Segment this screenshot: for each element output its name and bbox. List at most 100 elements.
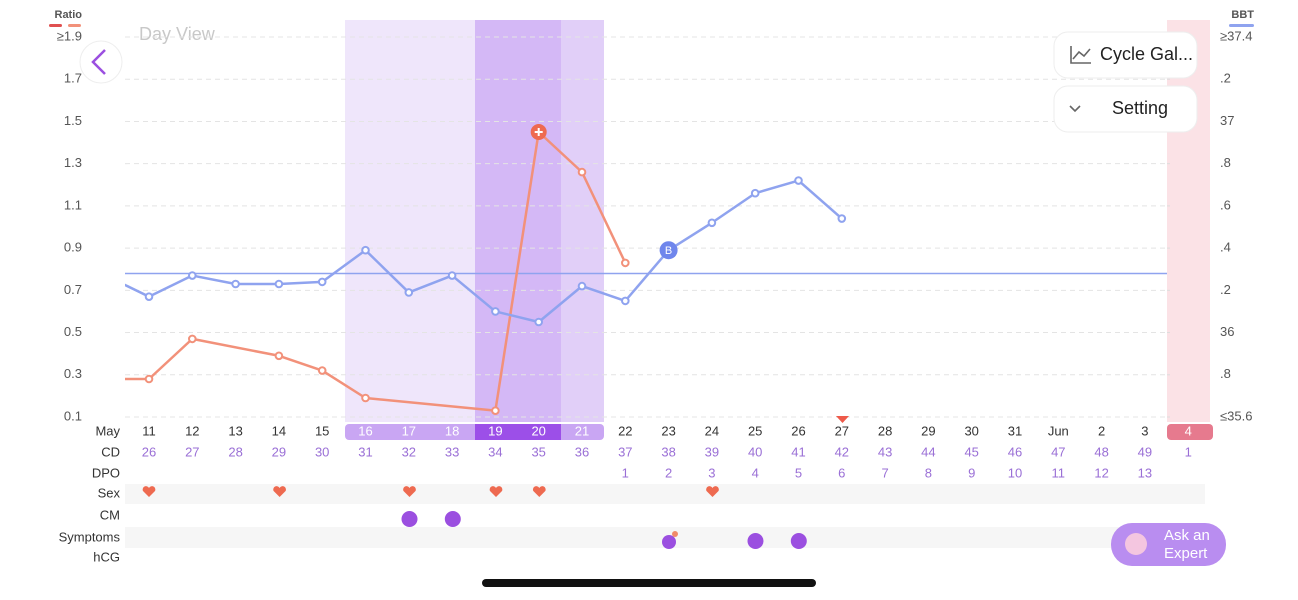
dpo-label: 7 [881, 465, 888, 480]
cd-label: 47 [1051, 444, 1065, 459]
series-segment [278, 354, 323, 372]
series-segment [408, 274, 453, 294]
point [621, 258, 630, 268]
cd-label: 43 [878, 444, 892, 459]
point [144, 374, 154, 384]
y2-tick-label: .2 [1220, 71, 1231, 86]
setting-button[interactable]: Setting [1053, 85, 1198, 133]
cycle-label: Cycle Gal... [1100, 44, 1193, 64]
cycle-button[interactable]: Cycle Gal... [1053, 31, 1198, 79]
x-tick-label: Jun [1048, 423, 1069, 438]
expert-label: Ask an [1164, 527, 1210, 544]
series-segment [580, 171, 627, 264]
series-segment [125, 283, 150, 298]
x-tick-label: 18 [445, 423, 459, 438]
series-segment [624, 249, 670, 302]
peak-plus [534, 128, 543, 136]
point [361, 245, 370, 255]
point [231, 279, 240, 289]
row-band [125, 484, 1205, 504]
series-segment [495, 310, 539, 324]
cd-label: 30 [315, 444, 329, 459]
cd-label: 29 [272, 444, 286, 459]
y-tick-label: 0.9 [64, 240, 82, 255]
x-tick-label: 19 [488, 423, 502, 438]
x-tick-label: 30 [964, 423, 978, 438]
today-marker [836, 416, 849, 423]
back-button[interactable] [79, 40, 123, 84]
cd-label: 28 [228, 444, 242, 459]
series-segment [321, 249, 367, 283]
series-segment [364, 249, 410, 294]
dpo-label: 12 [1094, 465, 1108, 480]
x-tick-label: 23 [661, 423, 675, 438]
x-tick-label: 26 [791, 423, 805, 438]
y2-tick-label: .8 [1220, 366, 1231, 381]
cd-label: 40 [748, 444, 762, 459]
series-segment [711, 192, 756, 224]
row-label: CM [100, 507, 120, 522]
cd-label: 38 [661, 444, 675, 459]
x-tick-label: 4 [1185, 423, 1192, 438]
cm-icons [401, 511, 461, 527]
x-tick-label: 3 [1141, 423, 1148, 438]
dpo-label: 9 [968, 465, 975, 480]
bbt-marker-label: B [665, 245, 672, 257]
point [794, 176, 803, 185]
point [491, 307, 500, 316]
legend-swatch [1229, 24, 1254, 27]
dpo-label: 13 [1138, 465, 1152, 480]
x-tick-label: 25 [748, 423, 762, 438]
cd-label: 34 [488, 444, 502, 459]
point [750, 188, 760, 198]
dpo-label: 8 [925, 465, 932, 480]
x-tick-label: 17 [402, 423, 416, 438]
point [534, 317, 544, 327]
point [447, 271, 457, 280]
dpo-label: 6 [838, 465, 845, 480]
ovulation-pill [475, 424, 561, 440]
cd-label: 49 [1138, 444, 1152, 459]
row-label: Symptoms [59, 529, 121, 544]
y2-tick-label: .6 [1220, 197, 1231, 212]
cd-label: 33 [445, 444, 459, 459]
point [274, 279, 284, 289]
series-segment [321, 369, 367, 400]
cd-label: 37 [618, 444, 632, 459]
x-tick-label: 21 [575, 423, 589, 438]
y-tick-label: 1.5 [64, 113, 82, 128]
series-segment [537, 285, 583, 323]
symptom-icons [662, 531, 807, 549]
dpo-label: 3 [708, 465, 715, 480]
point [577, 281, 587, 291]
point [102, 272, 109, 279]
y-tick-label: 0.7 [64, 282, 82, 297]
point [491, 406, 500, 415]
cd-label: 41 [791, 444, 805, 459]
point [577, 167, 587, 177]
point [317, 366, 327, 375]
x-tick-label: 11 [142, 423, 156, 438]
series-segment [797, 179, 843, 220]
series-segment [537, 131, 583, 174]
dpo-label: 11 [1052, 465, 1066, 480]
expert-button[interactable]: Ask an Expert [1111, 523, 1226, 566]
series-segment [148, 274, 193, 298]
series-segment [451, 274, 497, 313]
x-tick-label: 2 [1098, 423, 1105, 438]
sex-icons [142, 486, 719, 497]
y2-tick-label: .4 [1220, 240, 1231, 255]
series-segment [494, 131, 540, 411]
x-tick-label: 16 [358, 423, 372, 438]
point [361, 393, 370, 403]
plot-area: B [102, 124, 1167, 415]
axis-title: BBT [1231, 9, 1254, 21]
period-pill [1167, 424, 1213, 440]
x-tick-label: 15 [315, 423, 329, 438]
x-tick-label: 20 [531, 423, 545, 438]
row-label: hCG [93, 549, 120, 564]
series-segment [148, 337, 194, 380]
point [621, 296, 630, 306]
point [404, 288, 414, 297]
